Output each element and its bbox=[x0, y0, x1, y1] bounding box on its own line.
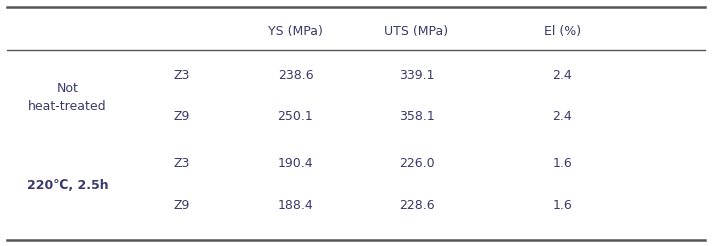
Text: 2.4: 2.4 bbox=[553, 110, 572, 123]
Text: 228.6: 228.6 bbox=[399, 199, 434, 212]
Text: 339.1: 339.1 bbox=[399, 69, 434, 81]
Text: 188.4: 188.4 bbox=[278, 199, 313, 212]
Text: 358.1: 358.1 bbox=[399, 110, 434, 123]
Text: Z9: Z9 bbox=[174, 110, 189, 123]
Text: UTS (MPa): UTS (MPa) bbox=[384, 26, 449, 38]
Text: YS (MPa): YS (MPa) bbox=[268, 26, 323, 38]
Text: Z3: Z3 bbox=[174, 69, 189, 81]
Text: 238.6: 238.6 bbox=[278, 69, 313, 81]
Text: 1.6: 1.6 bbox=[553, 157, 572, 170]
Text: 226.0: 226.0 bbox=[399, 157, 434, 170]
Text: Z9: Z9 bbox=[174, 199, 189, 212]
Text: 2.4: 2.4 bbox=[553, 69, 572, 81]
Text: 220℃, 2.5h: 220℃, 2.5h bbox=[27, 179, 108, 192]
Text: Not
heat-treated: Not heat-treated bbox=[28, 82, 107, 113]
Text: El (%): El (%) bbox=[544, 26, 581, 38]
Text: Z3: Z3 bbox=[174, 157, 189, 170]
Text: 250.1: 250.1 bbox=[278, 110, 313, 123]
Text: 190.4: 190.4 bbox=[278, 157, 313, 170]
Text: 1.6: 1.6 bbox=[553, 199, 572, 212]
